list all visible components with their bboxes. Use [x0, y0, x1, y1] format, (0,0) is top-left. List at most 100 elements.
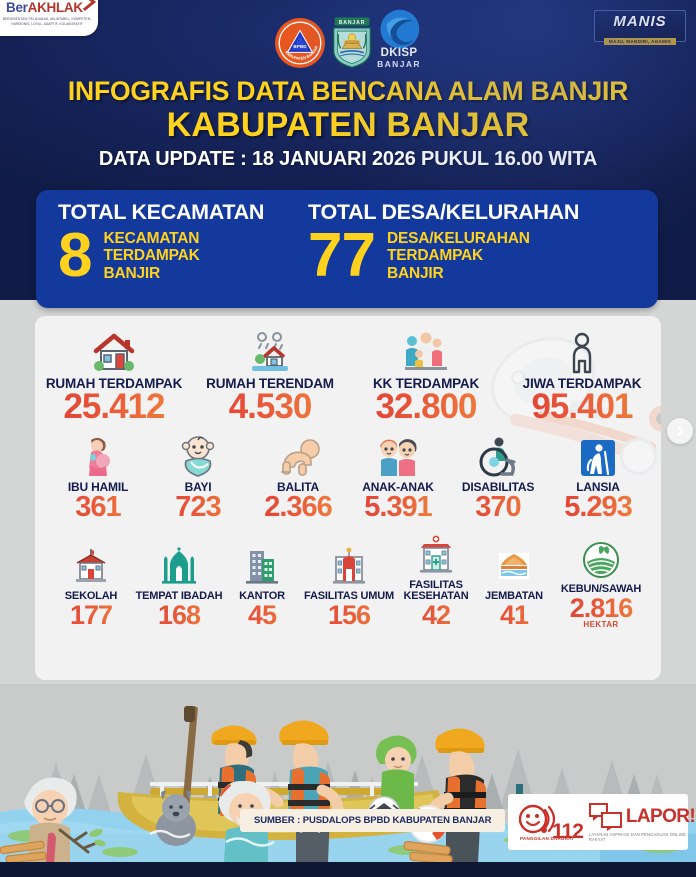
stat-lansia: LANSIA 5.293 — [548, 432, 648, 522]
stat-label: TEMPAT IBADAH — [135, 590, 223, 602]
stat-rumah-terendam: RUMAH TERENDAM 4.530 — [192, 328, 348, 424]
stat-kebun-sawah: KEBUN/SAWAH 2.816 HEKTAR — [553, 534, 649, 629]
stat-label-line2: KESEHATAN — [403, 590, 469, 602]
summary-desa: TOTAL DESA/KELURAHAN 77 DESA/KELURAHAN T… — [308, 200, 658, 308]
dkisp-logo: DKISP BANJAR — [376, 8, 422, 69]
flooded-house-icon — [192, 328, 348, 374]
berakhlak-tagline: Berorientasi Pelayanan, Akuntabel, Kompe… — [2, 17, 92, 26]
footer-badges: 112 PANGGILAN DARURAT LAPOR! LAYANAN ASP… — [508, 794, 696, 850]
badge-112-number: 112 — [552, 820, 584, 843]
summary-card: TOTAL KECAMATAN 8 KECAMATAN TERDAMPAK BA… — [36, 190, 658, 308]
stat-label: BAYI — [184, 480, 212, 494]
data-update-text: DATA UPDATE : 18 JANUARI 2026 PUKUL 16.0… — [98, 148, 598, 170]
stat-balita: BALITA 2.366 — [248, 432, 348, 522]
dkisp-swirl-icon — [380, 9, 420, 49]
stat-sekolah: SEKOLAH 177 — [47, 541, 135, 629]
stat-label: KANTOR — [239, 590, 285, 602]
bridge-icon — [475, 541, 553, 587]
stat-tempat-ibadah: TEMPAT IBADAH 168 — [135, 541, 223, 629]
stat-unit: HEKTAR — [583, 620, 619, 629]
family-icon — [348, 328, 504, 374]
stat-label: KK TERDAMPAK — [372, 376, 480, 391]
summary-desa-line3: BANJIR — [386, 264, 444, 282]
stats-row-2: IBU HAMIL 361 — [35, 432, 661, 522]
footer-bar — [0, 862, 696, 877]
children-icon — [348, 432, 448, 478]
stat-fasilitas-kesehatan: FASILITAS KESEHATAN 42 — [397, 530, 475, 629]
stat-jiwa-terdampak: JIWA TERDAMPAK 95.401 — [504, 328, 660, 424]
summary-kecamatan: TOTAL KECAMATAN 8 KECAMATAN TERDAMPAK BA… — [36, 200, 308, 308]
stat-value: 2.816 — [553, 595, 649, 622]
page-title-line2: KABUPATEN BANJAR — [166, 106, 530, 144]
stat-value: 177 — [47, 602, 135, 629]
office-building-icon — [223, 541, 301, 587]
dkisp-line1: DKISP — [380, 47, 418, 59]
summary-kecamatan-line3: BANJIR — [103, 264, 160, 282]
stat-value: 370 — [448, 493, 548, 522]
stat-label: FASILITAS UMUM — [304, 590, 394, 602]
summary-kecamatan-heading: TOTAL KECAMATAN — [58, 200, 265, 224]
elderly-sign-icon — [548, 432, 648, 478]
school-icon — [47, 541, 135, 587]
stat-value: 723 — [148, 493, 248, 522]
svg-text:BANJAR: BANJAR — [339, 20, 366, 26]
berakhlak-logo: BerAKHLAK Berorientasi Pelayanan, Akunta… — [0, 0, 98, 36]
stat-rumah-terdampak: RUMAH TERDAMPAK 25.412 — [36, 328, 192, 424]
manis-logo: MANIS MAJU, MANDIRI, AGAMIS — [594, 10, 686, 45]
bpbd-logo: BPBD KABUPATEN BANJAR — [275, 18, 325, 68]
farmland-icon — [553, 534, 649, 580]
berakhlak-wordmark: BerAKHLAK — [6, 0, 83, 15]
stat-value: 156 — [301, 602, 397, 629]
stat-anak-anak: ANAK-ANAK 5.391 — [348, 432, 448, 522]
stat-value: 45 — [223, 602, 301, 629]
stat-value: 361 — [48, 493, 148, 522]
stats-row-1: RUMAH TERDAMPAK 25.412 — [35, 328, 661, 424]
manis-tagline: MAJU, MANDIRI, AGAMIS — [603, 38, 677, 45]
badge-lapor-word: LAPOR! — [625, 805, 696, 827]
badge-112: 112 PANGGILAN DARURAT — [516, 802, 584, 843]
stat-ibu-hamil: IBU HAMIL 361 — [48, 432, 148, 522]
stat-value: 25.412 — [36, 389, 192, 424]
carousel-next-button[interactable] — [667, 418, 693, 444]
kabupaten-banjar-emblem: BANJAR — [332, 17, 372, 69]
stat-value: 4.530 — [192, 389, 348, 424]
wheelchair-icon — [448, 432, 548, 478]
dkisp-line2: BANJAR — [377, 59, 421, 69]
summary-desa-number: 77 — [308, 221, 376, 290]
stat-jembatan: JEMBATAN 41 — [475, 541, 553, 629]
stat-bayi: BAYI 723 — [148, 432, 248, 522]
stat-label: LANSIA — [576, 480, 620, 494]
summary-kecamatan-number: 8 — [58, 221, 92, 290]
stat-value: 95.401 — [504, 389, 660, 424]
flood-rescue-illustration: SUMBER : PUSDALOPS BPBD KABUPATEN BANJAR… — [0, 684, 696, 862]
summary-desa-line1: DESA/KELURAHAN — [386, 229, 530, 247]
person-icon — [504, 328, 660, 374]
stat-value: 41 — [475, 602, 553, 629]
stats-row-3: SEKOLAH 177 — [35, 530, 661, 629]
stat-label: IBU HAMIL — [67, 480, 129, 494]
berakhlak-prefix: Ber — [6, 0, 28, 15]
badge-112-sub: PANGGILAN DARURAT — [520, 836, 575, 841]
badge-lapor-sub: LAYANAN ASPIRASI DAN PENGADUAN ONLINE RA… — [588, 831, 686, 842]
pregnant-woman-icon — [48, 432, 148, 478]
stat-value: 32.800 — [348, 389, 504, 424]
logo-group: BPBD KABUPATEN BANJAR BANJAR — [0, 8, 696, 69]
stat-kantor: KANTOR 45 — [223, 541, 301, 629]
toddler-icon — [248, 432, 348, 478]
mosque-icon — [135, 541, 223, 587]
stat-label: JEMBATAN — [485, 590, 543, 602]
summary-kecamatan-lines: KECAMATAN TERDAMPAK BANJIR — [103, 230, 199, 283]
stat-label-line1: FASILITAS — [409, 579, 463, 591]
stat-label: BALITA — [277, 480, 319, 494]
stat-value: 2.366 — [248, 493, 348, 522]
manis-wordmark: MANIS — [613, 13, 667, 30]
statistics-panel: RUMAH TERDAMPAK 25.412 — [35, 316, 661, 680]
stat-label: DISABILITAS — [461, 480, 535, 494]
stat-value: 42 — [397, 602, 475, 629]
source-badge: SUMBER : PUSDALOPS BPBD KABUPATEN BANJAR — [240, 809, 506, 832]
illustration-graphic — [0, 684, 696, 862]
title-block: INFOGRAFIS DATA BENCANA ALAM BANJIR KABU… — [0, 76, 696, 171]
badge-lapor: LAPOR! LAYANAN ASPIRASI DAN PENGADUAN ON… — [588, 802, 696, 842]
stat-fasilitas-umum: FASILITAS UMUM 156 — [301, 541, 397, 629]
